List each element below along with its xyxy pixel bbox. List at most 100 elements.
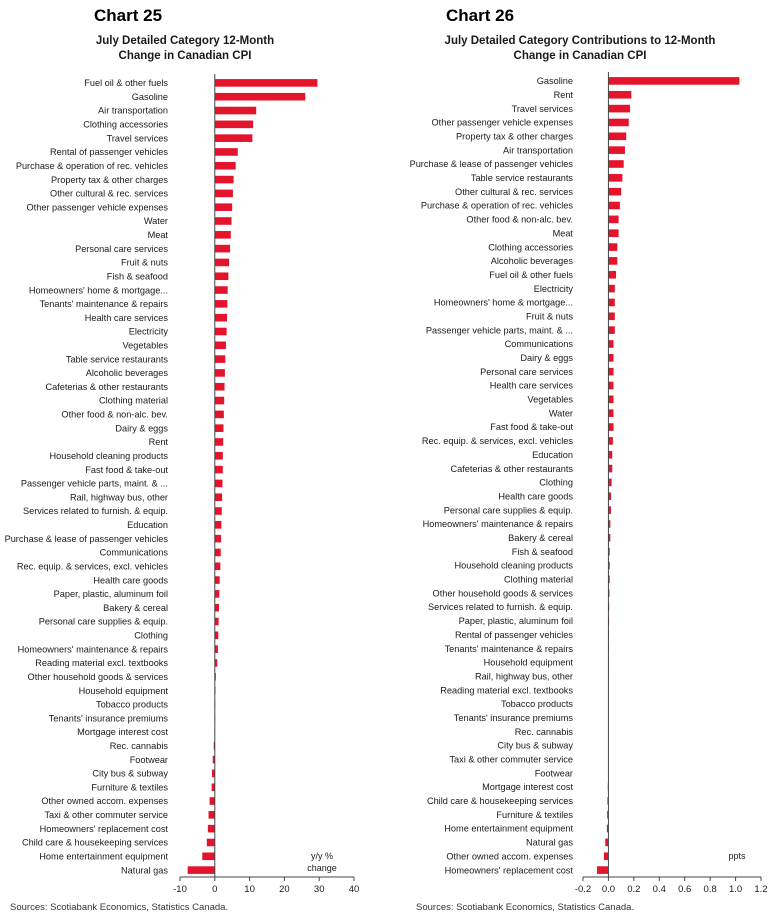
chart-26-x-tick-label: 0.2 bbox=[627, 884, 640, 895]
chart-26-bar bbox=[608, 575, 610, 584]
chart-26-x-tick-label: 1.2 bbox=[754, 884, 767, 895]
chart-25-bar bbox=[214, 645, 218, 653]
chart-26-bar bbox=[603, 852, 609, 861]
chart-26-bar bbox=[605, 838, 609, 847]
chart-26-bar bbox=[608, 201, 620, 210]
chart-26-category-label: Air transportation bbox=[503, 145, 573, 155]
chart-25-bar bbox=[214, 148, 238, 156]
chart-25-x-tick-label: 0 bbox=[212, 884, 217, 895]
chart-25-category-label: Paper, plastic, aluminum foil bbox=[54, 589, 168, 599]
chart-25-category-label: Rental of passenger vehicles bbox=[50, 147, 168, 157]
chart-26-category-label: Health care services bbox=[490, 381, 574, 391]
chart-26-category-label: Rec. cannabis bbox=[515, 727, 574, 737]
chart-26-bar bbox=[608, 437, 613, 445]
chart-25-category-label: Personal care services bbox=[75, 244, 168, 254]
chart-25-bar bbox=[214, 548, 221, 557]
chart-25-x-tick-label: 10 bbox=[244, 884, 255, 895]
chart-25-bar bbox=[211, 783, 215, 792]
chart-26-number: Chart 26 bbox=[446, 6, 515, 25]
chart-25-category-label: Tenants' maintenance & repairs bbox=[40, 299, 169, 309]
chart-26-bar bbox=[608, 450, 613, 459]
chart-25-x-tick-label: 40 bbox=[349, 884, 360, 895]
chart-25-bar bbox=[214, 659, 218, 667]
chart-25-category-label: Other household goods & services bbox=[28, 672, 169, 682]
chart-25-category-label: Other food & non-alc. bev. bbox=[61, 410, 168, 420]
chart-26-bar bbox=[608, 312, 615, 321]
chart-25-category-label: Meat bbox=[148, 230, 169, 240]
chart-26-category-label: Alcoholic beverages bbox=[491, 256, 574, 266]
chart-26-bar bbox=[608, 229, 619, 238]
chart-25-category-label: Home entertainment equipment bbox=[39, 851, 168, 861]
chart-26-bar bbox=[608, 381, 614, 390]
chart-25-category-label: Fast food & take-out bbox=[85, 465, 168, 475]
chart-25-title-line-1: July Detailed Category 12-Month bbox=[95, 35, 275, 47]
chart-26-category-label: Gasoline bbox=[537, 76, 573, 86]
chart-26-bar bbox=[608, 187, 622, 196]
chart-25-category-label: Furniture & textiles bbox=[91, 782, 168, 792]
chart-26-category-label: Dairy & eggs bbox=[520, 353, 573, 363]
chart-25-bar bbox=[214, 79, 318, 87]
chart-25-bar bbox=[214, 521, 222, 529]
chart-26-category-label: Tenants' insurance premiums bbox=[454, 713, 574, 723]
chart-25-bar bbox=[214, 410, 224, 419]
chart-25-category-label: Education bbox=[127, 520, 168, 530]
chart-26-category-label: Footwear bbox=[535, 768, 573, 778]
chart-25-category-label: Taxi & other commuter service bbox=[44, 810, 168, 820]
chart-26-bar bbox=[606, 824, 609, 833]
chart-25-category-label: Other owned accom. expenses bbox=[41, 796, 168, 806]
chart-26-category-label: Clothing accessories bbox=[488, 242, 573, 252]
chart-25-category-label: Electricity bbox=[129, 327, 169, 337]
chart-26-bar bbox=[608, 589, 610, 597]
chart-26-title-line-1: July Detailed Category Contributions to … bbox=[444, 35, 716, 47]
chart-25-category-label: Child care & housekeeping services bbox=[22, 838, 168, 848]
chart-25-bar bbox=[214, 355, 226, 363]
chart-26-bar bbox=[608, 257, 618, 265]
chart-25-bar bbox=[214, 590, 220, 598]
chart-26-bar bbox=[608, 160, 624, 168]
chart-26-bar bbox=[608, 409, 614, 418]
chart-26-category-label: Bakery & cereal bbox=[508, 533, 573, 543]
chart-25-category-label: Health care goods bbox=[93, 575, 168, 585]
chart-25-bar bbox=[214, 396, 225, 405]
chart-25-bar bbox=[214, 189, 233, 198]
chart-25-bar bbox=[208, 811, 215, 819]
chart-26-category-label: Table service restaurants bbox=[471, 173, 574, 183]
chart-26-bar bbox=[608, 423, 614, 431]
chart-26-category-label: Household equipment bbox=[484, 658, 574, 668]
chart-26-bar bbox=[608, 146, 625, 154]
chart-25-bar bbox=[214, 562, 221, 571]
chart-26-category-label: Rent bbox=[554, 90, 574, 100]
chart-26-category-label: Other owned accom. expenses bbox=[446, 851, 573, 861]
chart-25-number: Chart 25 bbox=[94, 6, 163, 25]
chart-26-bar bbox=[608, 340, 614, 348]
chart-26-category-label: Fish & seafood bbox=[512, 547, 573, 557]
chart-26-category-label: Homeowners' home & mortgage... bbox=[434, 298, 573, 308]
chart-25-category-label: Household cleaning products bbox=[50, 451, 169, 461]
chart-25-category-label: Fish & seafood bbox=[107, 271, 168, 281]
chart-25-category-label: Footwear bbox=[130, 755, 168, 765]
chart-25-category-label: Gasoline bbox=[132, 92, 168, 102]
chart-25-bar bbox=[214, 272, 229, 281]
chart-25-category-label: Passenger vehicle parts, maint. & ... bbox=[21, 479, 168, 489]
chart-25-category-label: Reading material excl. textbooks bbox=[35, 658, 168, 668]
chart-26-category-label: Meat bbox=[553, 228, 574, 238]
chart-25-category-label: Clothing bbox=[134, 631, 168, 641]
chart-26-category-label: Other passenger vehicle expenses bbox=[432, 118, 574, 128]
chart-26-bar bbox=[608, 506, 611, 514]
chart-26-bar bbox=[608, 547, 610, 556]
chart-26-bar bbox=[607, 797, 609, 805]
chart-25-x-tick-label: -10 bbox=[173, 884, 187, 895]
chart-25-x-tick-label: 30 bbox=[314, 884, 325, 895]
chart-26-bar bbox=[607, 810, 609, 819]
chart-25-bar bbox=[207, 824, 215, 833]
chart-25-bar bbox=[206, 838, 215, 847]
chart-26-category-label: Passenger vehicle parts, maint. & ... bbox=[426, 325, 573, 335]
chart-26-category-label: Vegetables bbox=[528, 395, 574, 405]
chart-26-title: July Detailed Category Contributions to … bbox=[420, 34, 740, 64]
chart-26-category-label: Taxi & other commuter service bbox=[449, 755, 573, 765]
chart-25-category-label: Bakery & cereal bbox=[103, 603, 168, 613]
chart-25-category-label: Clothing material bbox=[99, 396, 168, 406]
chart-26-category-label: Cafeterias & other restaurants bbox=[450, 464, 573, 474]
chart-25-bar bbox=[214, 382, 225, 391]
chart-25-category-label: Cafeterias & other restaurants bbox=[45, 382, 168, 392]
